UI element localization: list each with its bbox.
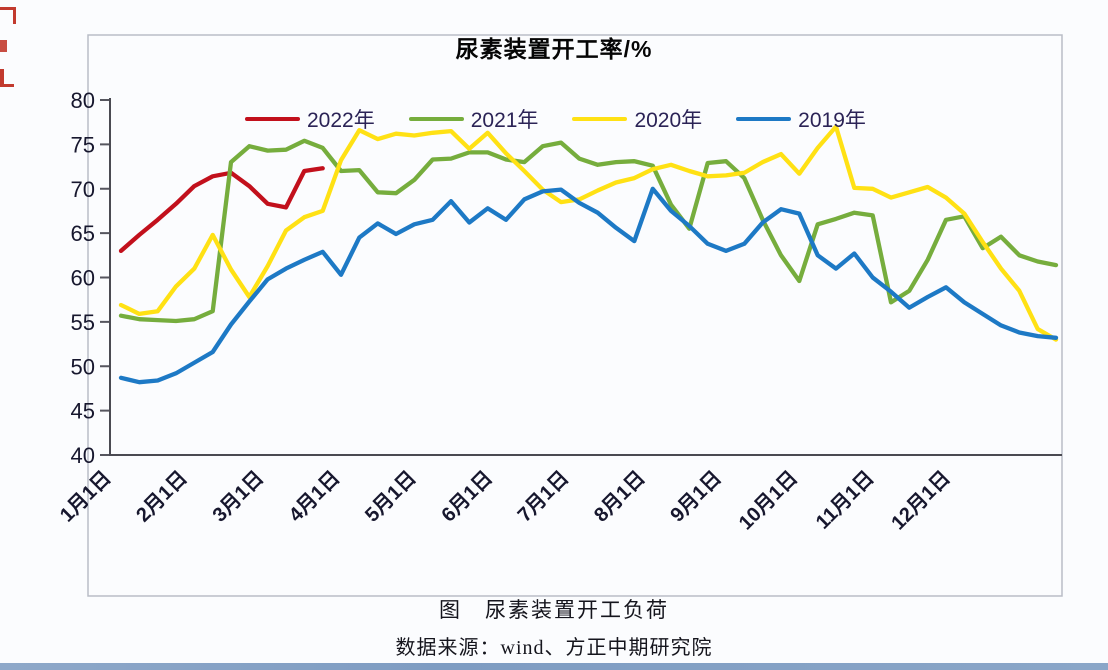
x-tick-label: 11月1日 [812, 467, 879, 534]
page-edge-mark [0, 40, 7, 52]
legend-line-swatch-2019-icon [736, 117, 792, 121]
x-tick-label: 7月1日 [514, 467, 574, 527]
legend-item-2019: 2019年 [736, 104, 866, 134]
legend-label-2019: 2019年 [798, 109, 866, 132]
y-tick-label: 45 [71, 399, 95, 424]
legend-line-swatch-2021-icon [408, 117, 464, 121]
x-tick-label: 5月1日 [361, 467, 421, 527]
data-source-caption: 数据来源：wind、方正中期研究院 [395, 637, 713, 659]
legend-item-2020: 2020年 [572, 104, 702, 134]
legend-line-swatch-2020-icon [572, 117, 628, 121]
series-line-2021 [118, 138, 1059, 324]
x-tick-label: 2月1日 [132, 467, 192, 527]
x-tick-label: 10月1日 [735, 467, 802, 534]
chart-legend: 2022年 2021年 2020年 2019年 [245, 104, 866, 134]
page-edge-mark [0, 7, 16, 24]
plot-frame [87, 34, 1063, 597]
legend-label-2021: 2021年 [470, 109, 539, 132]
y-tick-label: 50 [71, 354, 95, 379]
figure-caption: 图 尿素装置开工负荷 [439, 598, 669, 622]
y-tick-label: 55 [71, 310, 95, 335]
x-tick-label: 3月1日 [209, 467, 269, 527]
y-tick-label: 40 [71, 443, 95, 468]
y-tick-label: 60 [71, 266, 95, 291]
legend-item-2022: 2022年 [245, 104, 375, 134]
series-line-2020 [118, 124, 1059, 342]
x-tick-label: 9月1日 [666, 467, 726, 527]
x-tick-label: 1月1日 [56, 467, 116, 527]
legend-line-swatch-2022-icon [245, 117, 300, 121]
x-tick-label: 6月1日 [437, 467, 497, 527]
chart-title: 尿素装置开工率/% [455, 36, 653, 62]
x-tick-label: 12月1日 [887, 467, 954, 534]
legend-label-2020: 2020年 [634, 109, 703, 132]
series-line-2019 [118, 186, 1059, 385]
y-tick-label: 75 [71, 132, 95, 157]
legend-item-2021: 2021年 [408, 104, 539, 134]
bottom-edge-strip [0, 663, 1108, 670]
page-edge-mark [0, 69, 14, 87]
y-tick-label: 80 [71, 88, 95, 113]
y-tick-label: 65 [71, 221, 95, 246]
series-line-2022 [118, 166, 325, 254]
x-tick-label: 4月1日 [285, 467, 345, 527]
x-tick-label: 8月1日 [590, 467, 650, 527]
y-tick-label: 70 [71, 177, 95, 202]
legend-label-2022: 2022年 [307, 109, 375, 132]
